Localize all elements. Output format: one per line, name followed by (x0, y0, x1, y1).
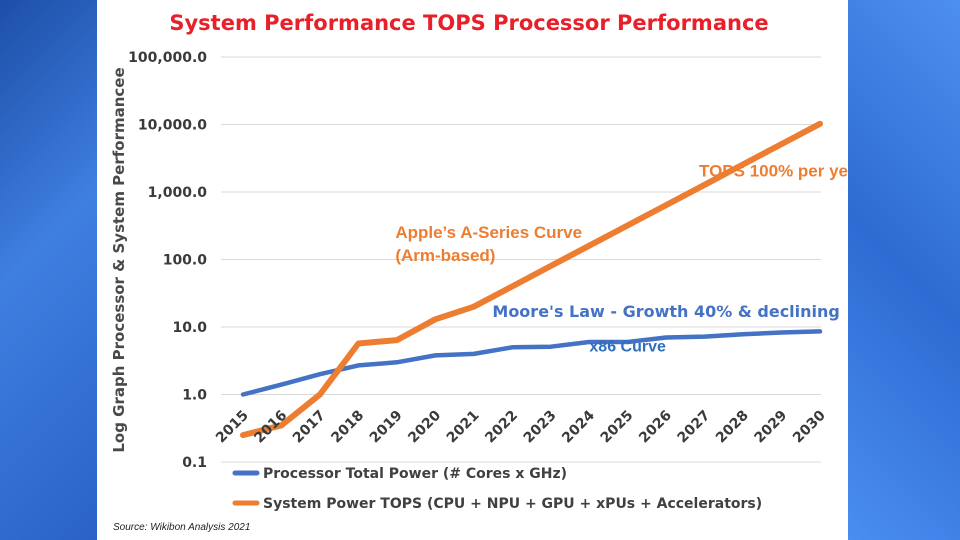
x-tick-label: 2027 (675, 408, 714, 447)
x-tick-label: 2026 (636, 408, 675, 447)
y-tick-label: 0.1 (182, 455, 207, 471)
y-tick-label: 1.0 (182, 388, 207, 404)
annotation-label: Apple’s A-Series Curve (395, 223, 582, 242)
legend-label: System Power TOPS (CPU + NPU + GPU + xPU… (263, 496, 762, 512)
annotation-label: Moore's Law - Growth 40% & declining (492, 302, 839, 321)
annotation-label: x86 Curve (589, 339, 666, 356)
x-tick-label: 2029 (751, 408, 790, 447)
annotation-label: TOPS 100% per year (699, 161, 848, 180)
x-tick-label: 2015 (213, 408, 252, 447)
chart-title: System Performance TOPS Processor Perfor… (169, 11, 768, 35)
x-tick-label: 2018 (328, 408, 367, 447)
x-tick-label: 2021 (444, 408, 483, 447)
x-tick-label: 2020 (405, 407, 444, 446)
x-axis-ticks: 2015 2016 2017 2018 2019 2020 2021 2022 2023 2024… (213, 407, 829, 446)
y-tick-label: 10.0 (172, 320, 207, 336)
y-tick-label: 100.0 (163, 253, 208, 269)
y-tick-label: 10,000.0 (138, 118, 207, 134)
x-tick-label: 2022 (482, 408, 521, 447)
y-tick-label: 1,000.0 (148, 185, 208, 201)
legend-label: Processor Total Power (# Cores x GHz) (263, 466, 567, 482)
x-tick-label: 2019 (367, 408, 406, 447)
annotations: TOPS 100% per year Apple’s A-Series Curve… (395, 161, 848, 355)
x-tick-label: 2028 (713, 408, 752, 447)
chart: System Performance TOPS Processor Perfor… (110, 11, 848, 533)
x-tick-label: 2030 (790, 407, 829, 446)
series-lines (240, 120, 823, 439)
chart-card: System Performance TOPS Processor Perfor… (97, 0, 848, 540)
x-tick-label: 2016 (251, 408, 290, 447)
system-tops-line (240, 120, 823, 439)
source-note: Source: Wikibon Analysis 2021 (113, 522, 250, 533)
x-tick-label: 2023 (521, 408, 560, 447)
y-axis-ticks: 0.1 1.0 10.0 100.0 1,000.0 10,000.0 100,000.0 (128, 50, 207, 471)
x-tick-label: 2024 (559, 407, 598, 446)
background-left-panel (0, 0, 97, 540)
annotation-label: (Arm-based) (395, 246, 495, 265)
background-right-panel (848, 0, 960, 540)
legend: Processor Total Power (# Cores x GHz) Sys… (232, 466, 762, 512)
y-tick-label: 100,000.0 (128, 50, 207, 66)
x-tick-label: 2025 (598, 408, 637, 447)
y-axis-label: Log Graph Processor & System Performance… (110, 67, 128, 452)
